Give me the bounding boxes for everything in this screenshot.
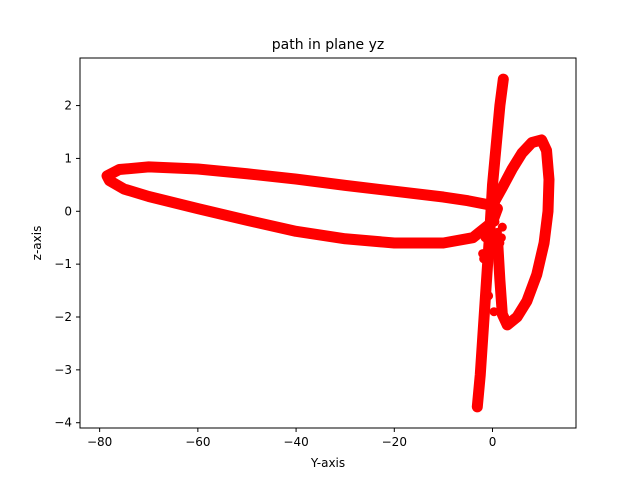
plot-frame bbox=[79, 57, 577, 429]
y-tick-label: −2 bbox=[54, 310, 72, 324]
data-point bbox=[491, 206, 501, 216]
data-point bbox=[490, 217, 500, 227]
data-point bbox=[484, 291, 494, 301]
y-tick-label: 1 bbox=[64, 151, 72, 165]
data-point bbox=[497, 222, 507, 232]
y-tick-label: −4 bbox=[54, 416, 72, 430]
y-tick-label: 2 bbox=[64, 99, 72, 113]
x-tick-label: −60 bbox=[185, 435, 210, 449]
data-point bbox=[485, 201, 495, 211]
data-point bbox=[480, 233, 490, 243]
data-point bbox=[496, 233, 506, 243]
data-point bbox=[489, 307, 499, 317]
y-tick-label: 0 bbox=[64, 204, 72, 218]
x-axis-ticks: −80 −60 −40 −20 0 bbox=[87, 428, 496, 449]
data-point bbox=[493, 259, 503, 269]
x-tick-label: −20 bbox=[382, 435, 407, 449]
y-axis-title: z-axis bbox=[30, 226, 44, 261]
x-axis-title: Y-axis bbox=[310, 456, 345, 470]
plot-marks bbox=[101, 73, 555, 413]
y-tick-label: −3 bbox=[54, 363, 72, 377]
data-point bbox=[488, 190, 498, 200]
x-tick-label: −80 bbox=[87, 435, 112, 449]
x-tick-label: 0 bbox=[489, 435, 497, 449]
data-point bbox=[479, 254, 489, 264]
path-segment-loop bbox=[101, 161, 503, 249]
data-point bbox=[486, 243, 496, 253]
y-tick-label: −1 bbox=[54, 257, 72, 271]
data-point bbox=[482, 270, 492, 280]
chart-title: path in plane yz bbox=[272, 37, 384, 53]
x-tick-label: −40 bbox=[283, 435, 308, 449]
data-point bbox=[483, 222, 493, 232]
path-segment-loop bbox=[489, 134, 555, 331]
y-axis-ticks: −4 −3 −2 −1 0 1 2 bbox=[54, 99, 80, 430]
